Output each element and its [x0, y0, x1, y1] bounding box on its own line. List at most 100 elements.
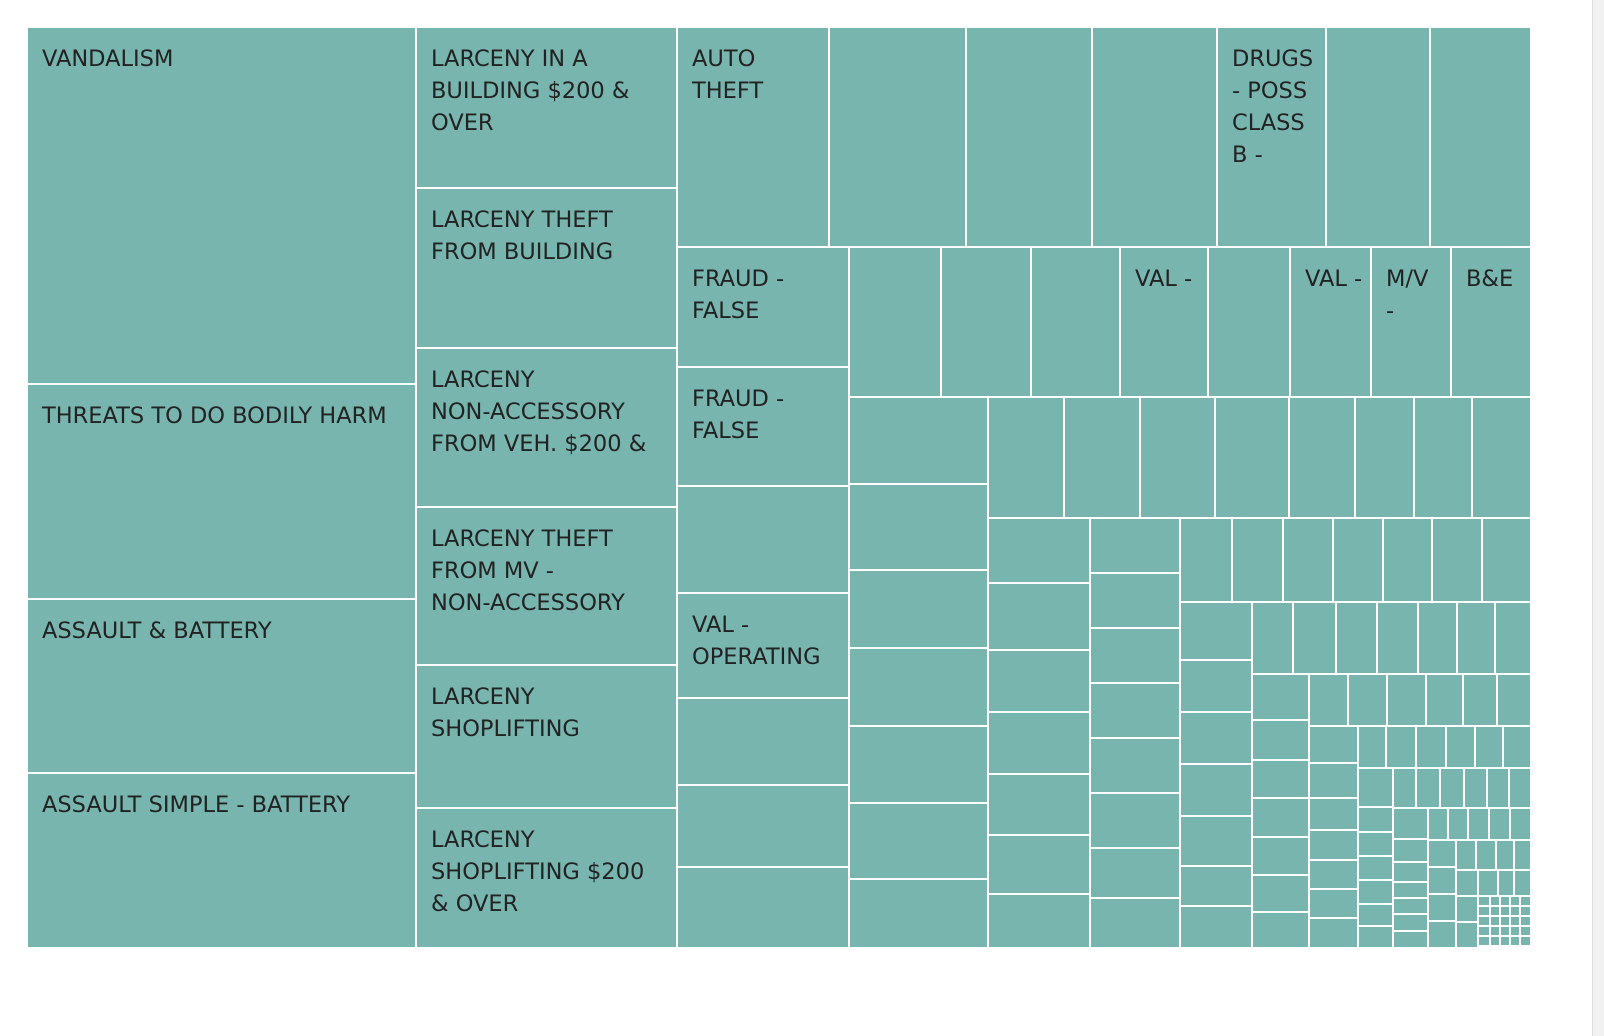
treemap-cell-159[interactable] [1509, 935, 1521, 947]
treemap-cell-72[interactable] [1308, 673, 1349, 727]
treemap-cell-labeled-5[interactable] [415, 26, 678, 189]
treemap-cell-26[interactable] [1354, 396, 1415, 519]
treemap-cell-132[interactable] [1455, 921, 1479, 949]
treemap-cell-157[interactable] [1489, 935, 1501, 947]
treemap-cell-92[interactable] [1357, 806, 1394, 833]
treemap-cell-148[interactable] [1499, 915, 1511, 927]
treemap-cell-144[interactable] [1509, 905, 1521, 917]
treemap-cell-122[interactable] [1495, 839, 1515, 871]
treemap-cell-103[interactable] [1508, 767, 1532, 809]
treemap-cell-labeled-4[interactable] [26, 772, 417, 949]
treemap-cell-55[interactable] [1179, 815, 1253, 867]
treemap-cell-123[interactable] [1513, 839, 1532, 871]
treemap-cell-51[interactable] [1179, 601, 1253, 661]
treemap-cell-46[interactable] [1282, 517, 1334, 603]
treemap-cell-25[interactable] [1288, 396, 1356, 519]
treemap-cell-101[interactable] [1463, 767, 1488, 809]
treemap-cell-49[interactable] [1431, 517, 1483, 603]
treemap-cell-117[interactable] [1427, 866, 1457, 895]
treemap-cell-11[interactable] [676, 697, 850, 786]
treemap-cell-labeled-17[interactable] [1289, 246, 1372, 398]
treemap-cell-50[interactable] [1481, 517, 1532, 603]
treemap-cell-4[interactable] [1325, 26, 1431, 248]
treemap-cell-2[interactable] [965, 26, 1093, 248]
treemap-cell-63[interactable] [1456, 601, 1496, 675]
treemap-cell-labeled-18[interactable] [1370, 246, 1452, 398]
treemap-cell-labeled-10[interactable] [415, 807, 678, 949]
treemap-cell-43[interactable] [1089, 897, 1181, 949]
treemap-cell-78[interactable] [1308, 725, 1359, 764]
treemap-cell-13[interactable] [676, 866, 850, 949]
treemap-cell-22[interactable] [1063, 396, 1141, 519]
treemap-cell-1[interactable] [828, 26, 967, 248]
treemap-cell-45[interactable] [1231, 517, 1284, 603]
treemap-cell-14[interactable] [848, 396, 989, 485]
treemap-cell-121[interactable] [1475, 839, 1497, 871]
treemap-cell-labeled-14[interactable] [676, 366, 850, 487]
treemap-cell-81[interactable] [1308, 829, 1359, 861]
treemap-cell-85[interactable] [1357, 725, 1387, 769]
treemap-cell-67[interactable] [1251, 759, 1310, 799]
treemap-cell-84[interactable] [1308, 917, 1359, 949]
treemap-cell-labeled-1[interactable] [26, 26, 417, 385]
treemap-cell-33[interactable] [987, 773, 1091, 836]
treemap-cell-60[interactable] [1335, 601, 1378, 675]
treemap-cell-120[interactable] [1455, 839, 1477, 871]
treemap-cell-35[interactable] [987, 893, 1091, 949]
treemap-cell-labeled-9[interactable] [415, 664, 678, 809]
treemap-cell-labeled-2[interactable] [26, 383, 417, 600]
treemap-cell-38[interactable] [1089, 627, 1181, 684]
treemap-cell-115[interactable] [1509, 807, 1532, 841]
treemap-cell-86[interactable] [1385, 725, 1417, 769]
treemap-cell-58[interactable] [1251, 601, 1294, 675]
treemap-cell-79[interactable] [1308, 762, 1359, 799]
treemap-cell-107[interactable] [1392, 881, 1429, 899]
treemap-cell-24[interactable] [1214, 396, 1290, 519]
treemap-cell-labeled-8[interactable] [415, 506, 678, 666]
treemap-cell-152[interactable] [1489, 925, 1501, 937]
treemap-cell-147[interactable] [1489, 915, 1501, 927]
treemap-cell-70[interactable] [1251, 874, 1310, 913]
treemap-cell-145[interactable] [1519, 905, 1532, 917]
treemap-cell-137[interactable] [1489, 895, 1501, 907]
treemap-cell-125[interactable] [1477, 869, 1499, 897]
treemap-cell-126[interactable] [1497, 869, 1515, 897]
treemap-cell-149[interactable] [1509, 915, 1521, 927]
treemap-cell-41[interactable] [1089, 792, 1181, 849]
treemap-cell-155[interactable] [1519, 925, 1532, 937]
treemap-cell-142[interactable] [1489, 905, 1501, 917]
treemap-cell-90[interactable] [1502, 725, 1532, 769]
treemap-cell-160[interactable] [1519, 935, 1532, 947]
treemap-cell-116[interactable] [1427, 839, 1457, 868]
treemap-cell-89[interactable] [1474, 725, 1504, 769]
treemap-cell-93[interactable] [1357, 831, 1394, 857]
treemap-cell-10[interactable] [676, 485, 850, 594]
treemap-cell-54[interactable] [1179, 763, 1253, 817]
treemap-cell-150[interactable] [1519, 915, 1532, 927]
treemap-cell-156[interactable] [1477, 935, 1491, 947]
treemap-cell-34[interactable] [987, 834, 1091, 895]
treemap-cell-146[interactable] [1477, 915, 1491, 927]
treemap-cell-99[interactable] [1415, 767, 1441, 809]
treemap-cell-140[interactable] [1519, 895, 1532, 907]
treemap-cell-141[interactable] [1477, 905, 1491, 917]
treemap-cell-95[interactable] [1357, 879, 1394, 905]
treemap-cell-108[interactable] [1392, 897, 1429, 915]
treemap-cell-6[interactable] [848, 246, 942, 398]
treemap-cell-154[interactable] [1509, 925, 1521, 937]
treemap-cell-119[interactable] [1427, 920, 1457, 949]
treemap-cell-113[interactable] [1467, 807, 1490, 841]
treemap-cell-59[interactable] [1292, 601, 1337, 675]
treemap-cell-143[interactable] [1499, 905, 1511, 917]
treemap-cell-5[interactable] [1429, 26, 1532, 248]
treemap-cell-labeled-11[interactable] [676, 26, 830, 248]
treemap-cell-118[interactable] [1427, 893, 1457, 922]
treemap-cell-56[interactable] [1179, 865, 1253, 907]
treemap-cell-3[interactable] [1091, 26, 1218, 248]
treemap-cell-53[interactable] [1179, 711, 1253, 765]
treemap-cell-57[interactable] [1179, 905, 1253, 949]
treemap-cell-labeled-13[interactable] [676, 246, 850, 368]
treemap-cell-16[interactable] [848, 569, 989, 649]
treemap-cell-80[interactable] [1308, 797, 1359, 831]
treemap-cell-96[interactable] [1357, 903, 1394, 927]
